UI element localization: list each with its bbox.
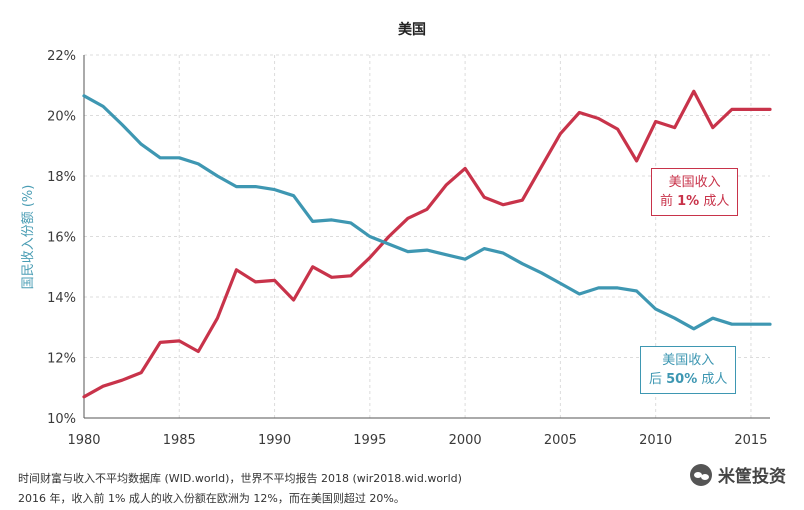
y-tick-label: 20%	[47, 110, 76, 125]
x-tick-label: 2000	[449, 433, 482, 448]
x-tick-label: 1995	[353, 433, 386, 448]
x-axis: 1980 1985 1990 1995 2000 2005 2010 2015	[67, 417, 770, 448]
legend-top1-line2: 前 1% 成人	[660, 192, 729, 211]
y-tick-label: 16%	[47, 231, 76, 246]
legend-bottom50-line1: 美国收入	[662, 353, 715, 368]
source-note: 时间财富与收入不平均数据库 (WID.world)，世界不平均报告 2018 (…	[18, 472, 462, 485]
x-tick-label: 1990	[258, 433, 291, 448]
y-tick-label: 14%	[47, 291, 76, 306]
legend-top1-line1: 美国收入	[668, 175, 721, 190]
legend-top1-suffix: 成人	[699, 194, 730, 209]
chart-title: 美国	[398, 21, 426, 38]
legend-top1-bold: 1%	[677, 194, 700, 209]
series-lines	[82, 89, 772, 399]
legend-bottom50-bold: 50%	[666, 372, 698, 387]
legend-bottom50-prefix: 后	[649, 372, 667, 387]
y-tick-label: 22%	[47, 49, 76, 64]
series-bottom50-line	[82, 94, 772, 331]
x-tick-label: 2015	[734, 433, 767, 448]
y-tick-label: 12%	[47, 352, 76, 367]
watermark-text: 米筐投资	[718, 467, 786, 487]
legend-bottom50: 美国收入 后 50% 成人	[640, 346, 737, 394]
y-axis: 10% 12% 14% 16% 18% 20% 22%	[47, 49, 85, 427]
y-axis-label: 国民收入份额 (%)	[21, 185, 36, 290]
x-tick-label: 2010	[639, 433, 672, 448]
wechat-icon	[690, 463, 712, 486]
x-tick-label: 2005	[544, 433, 577, 448]
y-tick-label: 10%	[47, 412, 76, 427]
legend-top1-prefix: 前	[660, 194, 678, 209]
y-tick-label: 18%	[47, 170, 76, 185]
series-top1-line	[82, 89, 772, 399]
legend-bottom50-line2: 后 50% 成人	[649, 370, 727, 389]
footnote: 2016 年，收入前 1% 成人的收入份额在欧洲为 12%，而在美国则超过 20…	[18, 492, 405, 505]
x-tick-label: 1980	[67, 433, 100, 448]
watermark: 米筐投资	[690, 462, 786, 487]
x-tick-label: 1985	[163, 433, 196, 448]
legend-top1: 美国收入 前 1% 成人	[651, 168, 739, 216]
legend-bottom50-suffix: 成人	[697, 372, 728, 387]
